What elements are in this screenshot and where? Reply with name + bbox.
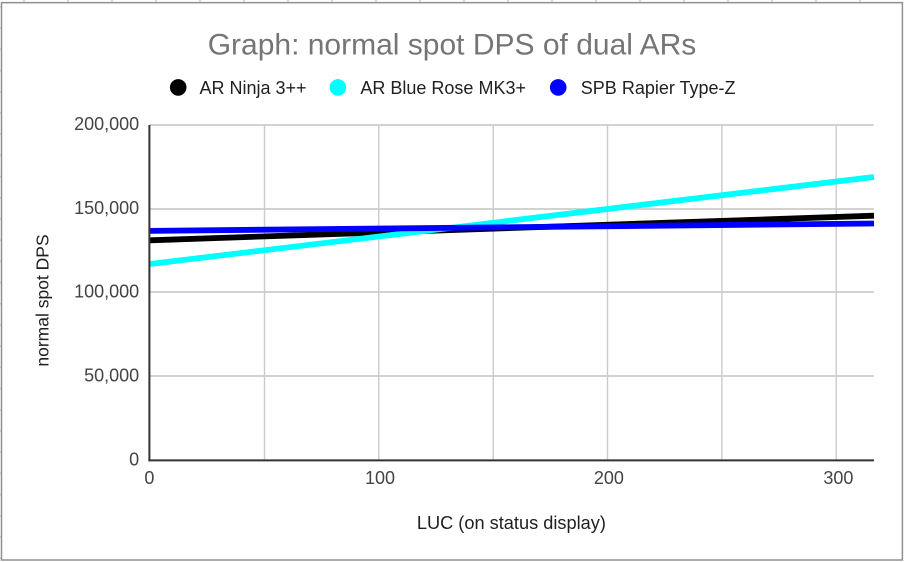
svg-text:AR Ninja 3++: AR Ninja 3++: [200, 78, 307, 98]
svg-text:0: 0: [129, 449, 139, 469]
svg-text:Graph: normal spot DPS of dual: Graph: normal spot DPS of dual ARs: [208, 28, 697, 61]
svg-text:100: 100: [365, 468, 395, 488]
svg-text:200,000: 200,000: [74, 114, 139, 134]
svg-text:200: 200: [594, 468, 624, 488]
svg-text:normal spot DPS: normal spot DPS: [33, 234, 53, 366]
svg-text:100,000: 100,000: [74, 282, 139, 302]
svg-text:SPB Rapier Type-Z: SPB Rapier Type-Z: [581, 78, 736, 98]
svg-text:50,000: 50,000: [84, 365, 139, 385]
svg-text:0: 0: [144, 468, 154, 488]
svg-text:150,000: 150,000: [74, 198, 139, 218]
svg-text:AR Blue Rose MK3+: AR Blue Rose MK3+: [360, 78, 526, 98]
svg-text:300: 300: [823, 468, 853, 488]
svg-text:LUC (on status display): LUC (on status display): [417, 513, 606, 533]
